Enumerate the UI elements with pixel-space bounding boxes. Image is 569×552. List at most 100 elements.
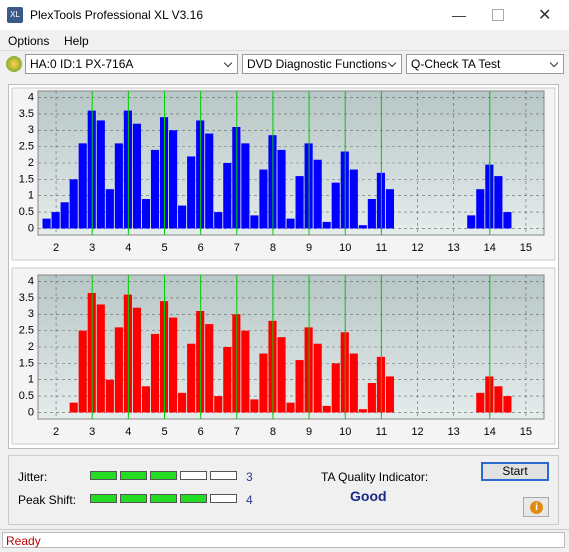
bar [494, 176, 503, 229]
x-tick-label: 6 [198, 242, 204, 254]
y-tick-label: 1.5 [19, 173, 34, 185]
x-tick-label: 3 [89, 242, 95, 254]
bar [96, 304, 105, 413]
y-tick-label: 3 [28, 124, 34, 136]
bar [322, 405, 331, 413]
x-tick-label: 7 [234, 426, 240, 438]
separator [0, 50, 569, 51]
bar [322, 221, 331, 229]
meter-cell [150, 471, 177, 480]
bar [187, 343, 196, 413]
x-tick-label: 7 [234, 242, 240, 254]
bar [214, 396, 223, 413]
status-text: Ready [6, 534, 41, 548]
bar [250, 399, 259, 413]
app-icon: XL [7, 7, 23, 23]
bar [96, 120, 105, 229]
bar [51, 212, 60, 229]
jitter-label: Jitter: [18, 470, 48, 484]
bar [286, 402, 295, 413]
bar [467, 215, 476, 229]
bar [42, 218, 51, 229]
jitter-value: 3 [246, 470, 253, 484]
y-tick-label: 3 [28, 308, 34, 320]
test-select[interactable]: Q-Check TA Test [406, 54, 564, 74]
x-tick-label: 2 [53, 242, 59, 254]
bar [114, 143, 123, 229]
bar [385, 376, 395, 413]
window-title: PlexTools Professional XL V3.16 [30, 8, 203, 22]
meter-cell [120, 494, 147, 503]
bar [60, 202, 69, 229]
bar [69, 179, 78, 229]
x-tick-label: 11 [376, 426, 387, 438]
bar [349, 353, 358, 413]
bar [169, 317, 178, 413]
quality-label: TA Quality Indicator: [321, 470, 429, 484]
meter-cell [180, 471, 207, 480]
bar [78, 330, 87, 413]
x-tick-label: 5 [161, 242, 167, 254]
bar [250, 215, 259, 229]
meter-cell [150, 494, 177, 503]
y-tick-label: 0 [28, 222, 34, 234]
bar [286, 218, 295, 229]
maximize-button[interactable] [492, 9, 504, 21]
bar [78, 143, 87, 229]
function-select[interactable]: DVD Diagnostic Functions [242, 54, 402, 74]
quality-value: Good [350, 488, 387, 504]
x-tick-label: 8 [270, 242, 276, 254]
close-button[interactable]: ✕ [538, 7, 552, 24]
peak-shift-value: 4 [246, 493, 253, 507]
drive-select[interactable]: HA:0 ID:1 PX-716A [25, 54, 238, 74]
bar [358, 225, 367, 229]
meter-cell [210, 471, 237, 480]
bar [367, 383, 376, 413]
x-tick-label: 14 [484, 426, 496, 438]
bar [187, 156, 196, 229]
bar [150, 333, 160, 413]
x-tick-label: 8 [270, 426, 276, 438]
y-tick-label: 1.5 [19, 357, 34, 369]
x-tick-label: 15 [520, 426, 532, 438]
charts: 00.511.522.533.542 3 4 5 6 7 8 9 10 11 12 13 14 1500.… [11, 87, 556, 445]
bar [277, 337, 286, 413]
bar [178, 205, 187, 229]
y-tick-label: 4 [28, 91, 34, 103]
y-tick-label: 0.5 [19, 390, 34, 402]
x-tick-label: 15 [520, 242, 532, 254]
meter-cell [90, 494, 117, 503]
bar [277, 149, 286, 229]
meter-cell [90, 471, 117, 480]
y-tick-label: 3.5 [19, 292, 34, 304]
meter-cell [120, 471, 147, 480]
bar [503, 212, 512, 229]
x-tick-label: 2 [53, 426, 59, 438]
bar [358, 409, 367, 413]
minimize-button[interactable]: — [452, 7, 466, 23]
menu-options[interactable]: Options [8, 34, 50, 48]
menu-help[interactable]: Help [64, 34, 89, 48]
bar [313, 159, 322, 229]
bar [169, 130, 178, 229]
y-tick-label: 2 [28, 157, 34, 169]
bar [494, 386, 503, 413]
bar [223, 163, 232, 229]
status-bar: Ready [0, 529, 569, 552]
start-button[interactable]: Start [481, 462, 549, 481]
bar [214, 212, 223, 229]
bar [331, 182, 340, 229]
info-button[interactable]: i [523, 497, 549, 517]
x-tick-label: 6 [198, 426, 204, 438]
status-field [2, 532, 565, 548]
bar [205, 324, 214, 413]
y-tick-label: 0.5 [19, 206, 34, 218]
y-tick-label: 2.5 [19, 141, 34, 153]
bar [150, 149, 160, 229]
drive-icon [6, 56, 22, 72]
bar [105, 189, 114, 229]
bar [476, 392, 485, 413]
x-tick-label: 9 [306, 426, 312, 438]
x-tick-label: 3 [89, 426, 95, 438]
